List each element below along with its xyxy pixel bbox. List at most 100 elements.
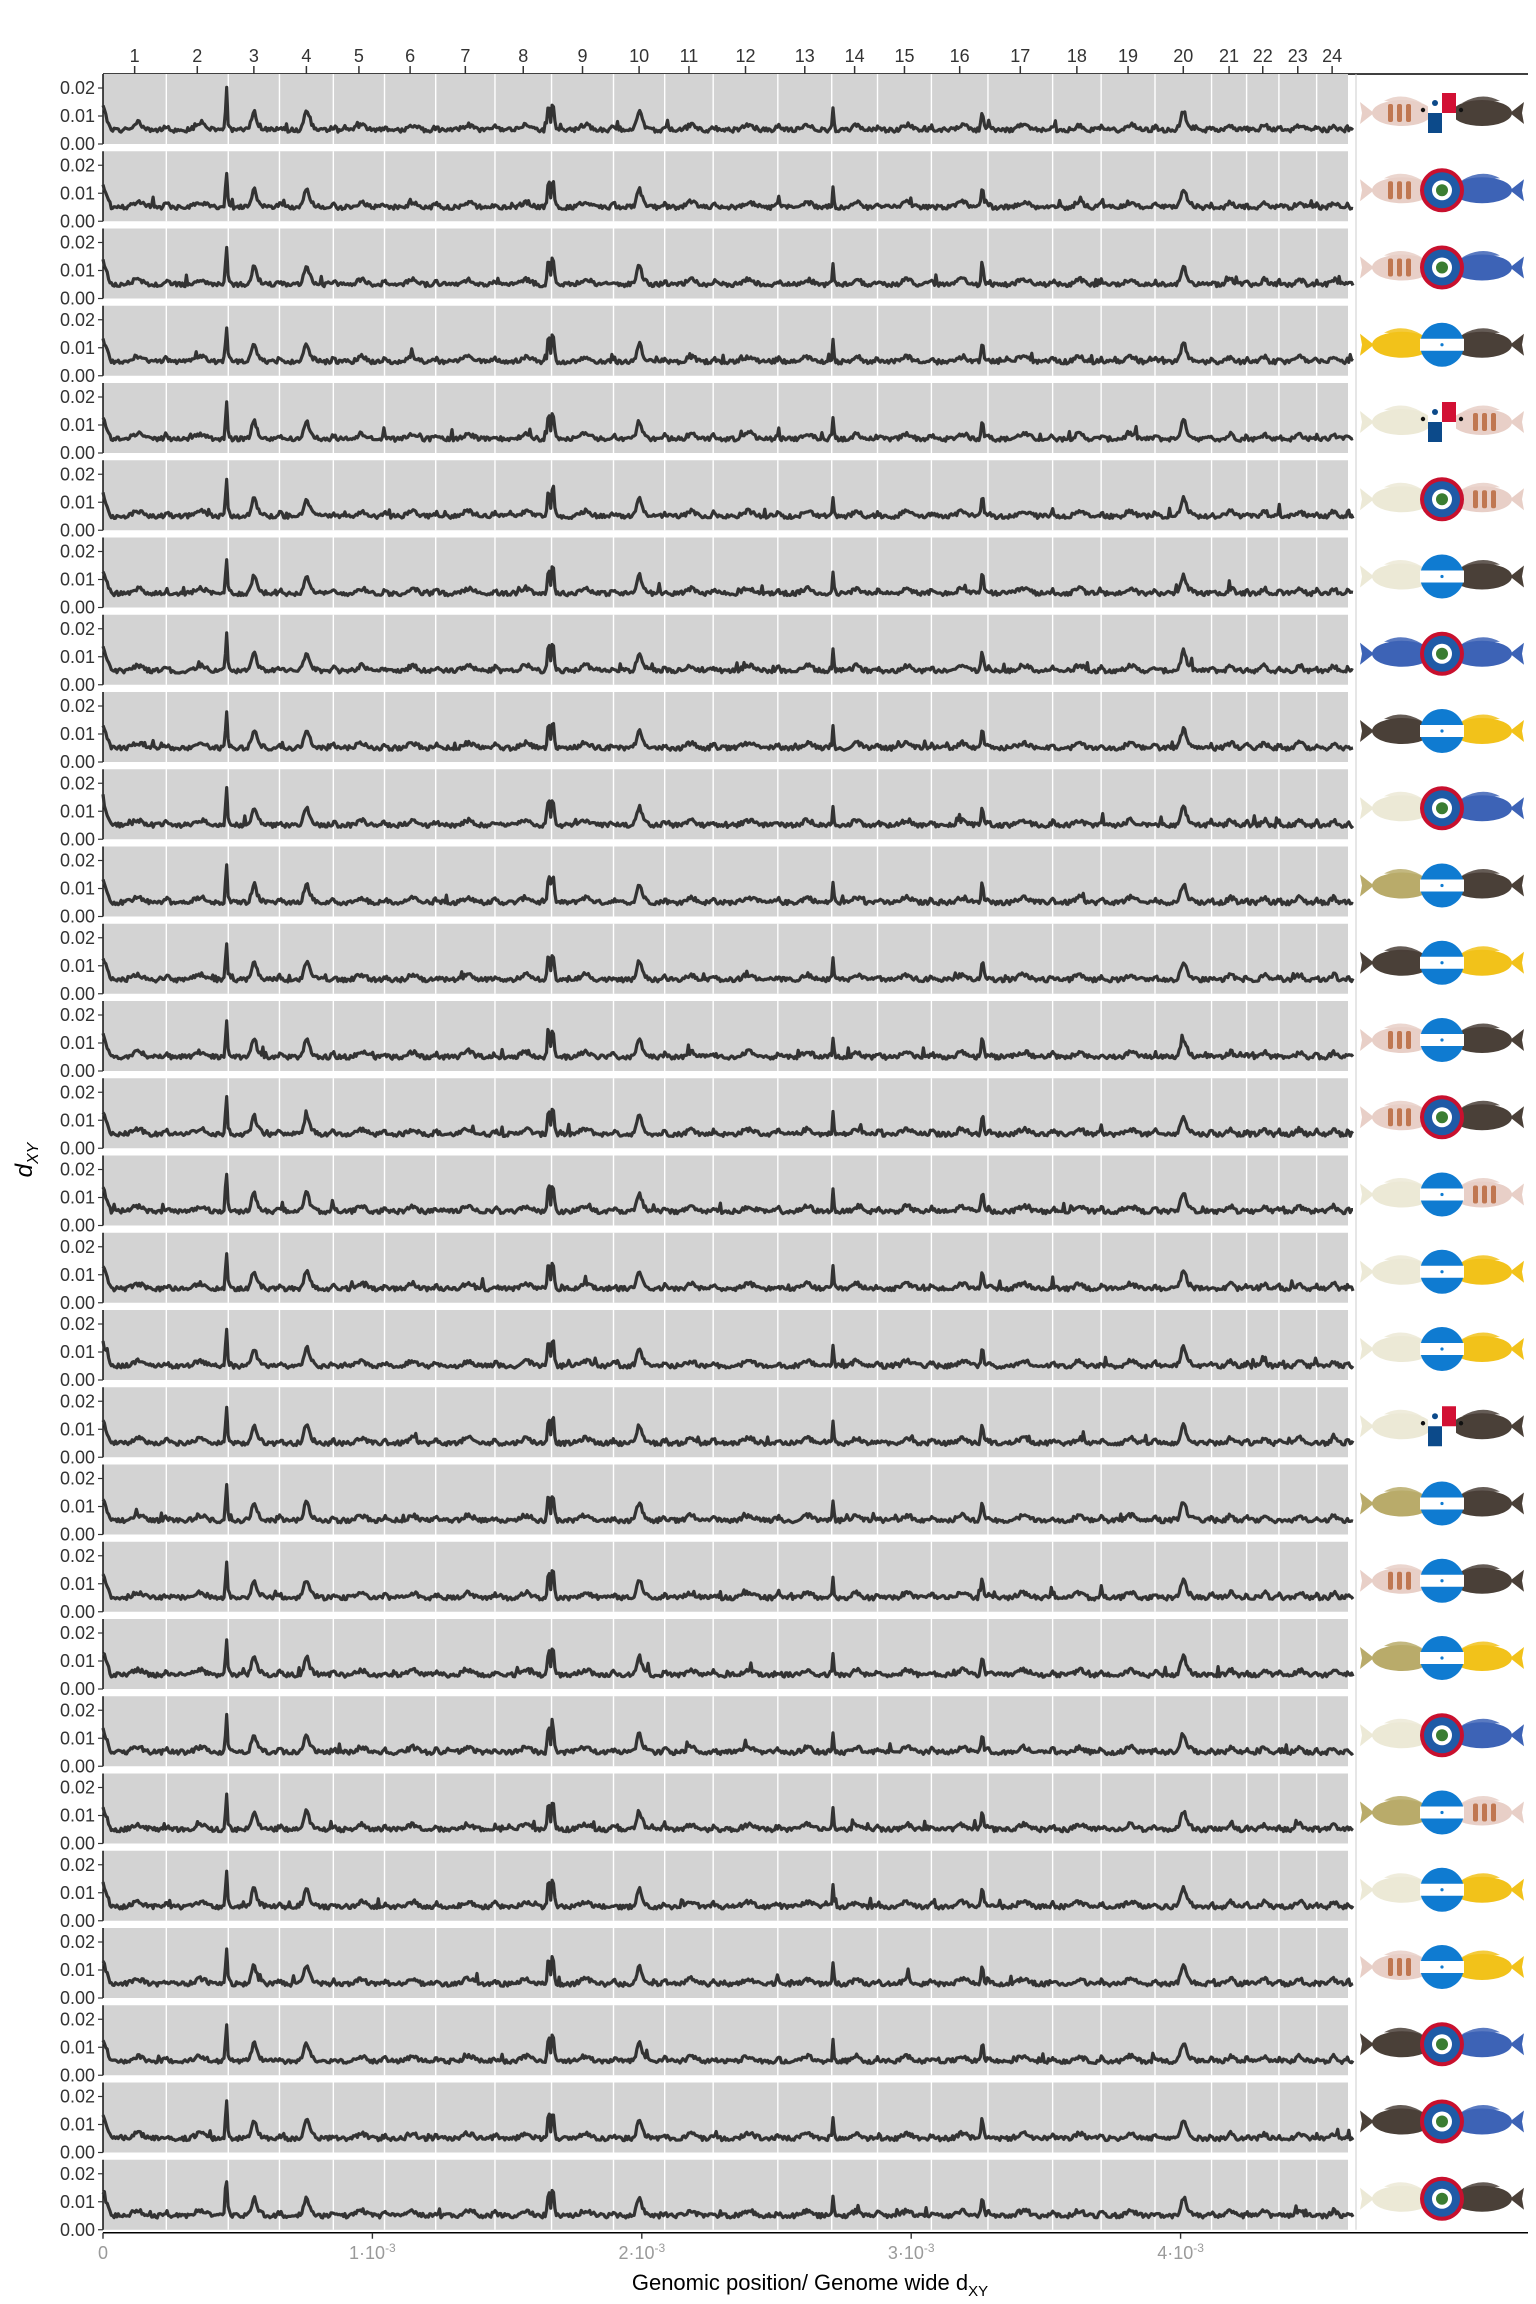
y-tick-label: 0.00 bbox=[60, 520, 95, 540]
y-tick-label: 0.02 bbox=[60, 619, 95, 639]
species-pair bbox=[1360, 1867, 1524, 1912]
panel: 0.00 0.01 0.02 bbox=[60, 74, 1355, 154]
species-pair bbox=[1360, 1095, 1524, 1140]
fish-icon bbox=[1360, 328, 1432, 358]
y-tick-label: 0.01 bbox=[60, 1497, 95, 1517]
panel-background bbox=[103, 692, 1348, 762]
dxy-series-line bbox=[101, 631, 1354, 675]
y-tick-label: 0.02 bbox=[60, 773, 95, 793]
x-tick-label: 1·10-3 bbox=[349, 2241, 396, 2263]
dxy-series-line bbox=[101, 1405, 1355, 1448]
species-pair bbox=[1360, 940, 1524, 985]
y-tick-label: 0.01 bbox=[60, 1265, 95, 1285]
fish-icon bbox=[1452, 559, 1524, 590]
fish-icon bbox=[1452, 714, 1524, 744]
panel-background bbox=[103, 1078, 1348, 1149]
panel-background bbox=[103, 769, 1348, 840]
panel-background bbox=[103, 1773, 1348, 1844]
belize-flag-icon bbox=[1420, 2176, 1464, 2221]
chromosome-label: 18 bbox=[1067, 46, 1087, 66]
y-tick-label: 0.00 bbox=[60, 2065, 95, 2085]
y-tick-label: 0.01 bbox=[60, 183, 95, 203]
panel: 0.00 0.01 0.02 bbox=[60, 1001, 1355, 1081]
y-tick-label: 0.02 bbox=[60, 387, 95, 407]
y-tick-label: 0.00 bbox=[60, 1525, 95, 1545]
y-tick-label: 0.02 bbox=[60, 851, 95, 871]
y-tick-label: 0.00 bbox=[60, 366, 95, 386]
species-pair bbox=[1360, 1249, 1524, 1294]
honduras-flag-icon bbox=[1420, 554, 1464, 599]
fish-icon bbox=[1452, 173, 1524, 204]
belize-flag-icon bbox=[1420, 245, 1464, 290]
y-tick-label: 0.01 bbox=[60, 1188, 95, 1208]
panel-background bbox=[103, 1696, 1348, 1767]
y-tick-label: 0.01 bbox=[60, 415, 95, 435]
panel: 0.00 0.01 0.02 bbox=[60, 537, 1354, 618]
fish-icon bbox=[1360, 482, 1432, 513]
y-tick-label: 0.02 bbox=[60, 233, 95, 253]
chromosome-label: 6 bbox=[405, 46, 415, 66]
y-tick-label: 0.00 bbox=[60, 984, 95, 1004]
honduras-flag-icon bbox=[1420, 1636, 1464, 1680]
y-tick-label: 0.00 bbox=[60, 1293, 95, 1313]
y-tick-label: 0.01 bbox=[60, 956, 95, 976]
panel-background bbox=[103, 923, 1348, 994]
fish-icon bbox=[1452, 1950, 1524, 1980]
belize-flag-icon bbox=[1420, 2022, 1464, 2067]
panel-background bbox=[103, 2159, 1348, 2230]
y-tick-label: 0.02 bbox=[60, 1932, 95, 1952]
y-tick-label: 0.01 bbox=[60, 2037, 95, 2057]
fish-icon bbox=[1452, 96, 1524, 126]
dxy-series-line bbox=[101, 1712, 1355, 1757]
y-tick-label: 0.00 bbox=[60, 134, 95, 154]
y-tick-label: 0.02 bbox=[60, 928, 95, 948]
panel: 0.00 0.01 0.02 bbox=[60, 1928, 1354, 2008]
panel-background bbox=[103, 460, 1348, 531]
panel: 0.00 0.01 0.02 bbox=[60, 1850, 1355, 1931]
fish-icon bbox=[1360, 2027, 1432, 2058]
dxy-series-line bbox=[101, 85, 1355, 134]
panel: 0.00 0.01 0.02 bbox=[60, 1464, 1354, 1545]
y-tick-label: 0.02 bbox=[60, 310, 95, 330]
y-tick-label: 0.01 bbox=[60, 1110, 95, 1130]
panel: 0.00 0.01 0.02 bbox=[60, 2082, 1355, 2163]
y-tick-label: 0.00 bbox=[60, 1061, 95, 1081]
dxy-series-line bbox=[101, 1560, 1355, 1602]
genomic-position-axis: 0 1·10-3 2·10-3 3·10-3 4·10-3 bbox=[98, 2232, 1528, 2263]
dxy-series-line bbox=[101, 1869, 1355, 1911]
y-tick-label: 0.00 bbox=[60, 1216, 95, 1236]
fish-icon bbox=[1360, 1641, 1432, 1671]
y-tick-label: 0.02 bbox=[60, 1778, 95, 1798]
y-tick-label: 0.01 bbox=[60, 647, 95, 667]
fish-icon bbox=[1360, 96, 1432, 126]
dxy-series-line bbox=[101, 400, 1354, 443]
belize-flag-icon bbox=[1420, 477, 1464, 522]
panel: 0.00 0.01 0.02 bbox=[60, 1773, 1354, 1854]
species-pair bbox=[1360, 2176, 1524, 2221]
dxy-series-line bbox=[101, 786, 1355, 829]
fish-icon bbox=[1360, 250, 1432, 281]
y-tick-label: 0.00 bbox=[60, 443, 95, 463]
species-pair bbox=[1360, 1172, 1524, 1217]
x-tick-label: 3·10-3 bbox=[888, 2241, 935, 2263]
panel: 0.00 0.01 0.02 bbox=[60, 1696, 1355, 1776]
panel: 0.00 0.01 0.02 bbox=[60, 1155, 1354, 1236]
y-tick-label: 0.01 bbox=[60, 724, 95, 744]
panel: 0.00 0.01 0.02 bbox=[60, 1387, 1355, 1467]
chromosome-label: 11 bbox=[680, 46, 699, 66]
chromosome-label: 7 bbox=[460, 46, 470, 66]
dxy-series-line bbox=[101, 863, 1354, 907]
y-tick-label: 0.02 bbox=[60, 1082, 95, 1102]
y-tick-label: 0.00 bbox=[60, 2143, 95, 2163]
honduras-flag-icon bbox=[1420, 1558, 1464, 1603]
fish-icon bbox=[1452, 1873, 1524, 1903]
y-tick-label: 0.00 bbox=[60, 1834, 95, 1854]
chromosome-label: 16 bbox=[950, 46, 970, 66]
y-tick-label: 0.02 bbox=[60, 1469, 95, 1489]
x-tick-label: 4·10-3 bbox=[1157, 2241, 1204, 2263]
fish-icon bbox=[1452, 637, 1524, 667]
panel-background bbox=[103, 1619, 1348, 1689]
y-tick-label: 0.01 bbox=[60, 1574, 95, 1594]
panel-background bbox=[103, 74, 1348, 144]
